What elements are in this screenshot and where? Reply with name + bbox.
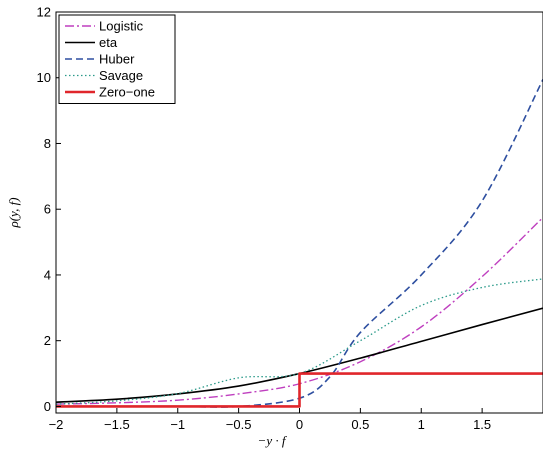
x-axis-label: −y · f xyxy=(258,433,288,448)
series-line-zero-one xyxy=(56,372,543,408)
x-tick-label: −0.5 xyxy=(226,417,252,432)
x-tick-label: 1 xyxy=(418,417,425,432)
series-line-savage xyxy=(56,278,543,405)
legend-label-logistic: Logistic xyxy=(99,19,144,34)
series-line-huber xyxy=(56,79,543,408)
x-tick-label: −1.5 xyxy=(104,417,130,432)
y-tick-label: 0 xyxy=(44,399,51,414)
legend-label-savage: Savage xyxy=(99,68,143,83)
y-tick-label: 10 xyxy=(37,70,51,85)
x-tick-label: 0 xyxy=(296,417,303,432)
x-tick-label: −2 xyxy=(49,417,64,432)
x-tick-label: −1 xyxy=(170,417,185,432)
y-tick-label: 4 xyxy=(44,267,51,282)
axes-layer: −2 −1.5 −1 −0.5 0 0.5 1 1.5 0 2 4 6 8 10 12 −y · f ρ(y, … xyxy=(6,5,543,448)
legend-label-huber: Huber xyxy=(99,52,135,67)
x-tick-label: 1.5 xyxy=(473,417,491,432)
y-tick-label: 6 xyxy=(44,202,51,217)
legend-label-zero-one: Zero−one xyxy=(99,85,155,100)
y-axis-label: ρ(y, f) xyxy=(6,197,21,228)
x-tick-label: 0.5 xyxy=(351,417,369,432)
series-line-logistic xyxy=(56,216,543,405)
y-tick-label: 2 xyxy=(44,333,51,348)
y-tick-label: 8 xyxy=(44,136,51,151)
plot-layer xyxy=(56,79,543,408)
legend-label-eta: eta xyxy=(99,35,118,50)
y-tick-label: 12 xyxy=(37,5,51,20)
